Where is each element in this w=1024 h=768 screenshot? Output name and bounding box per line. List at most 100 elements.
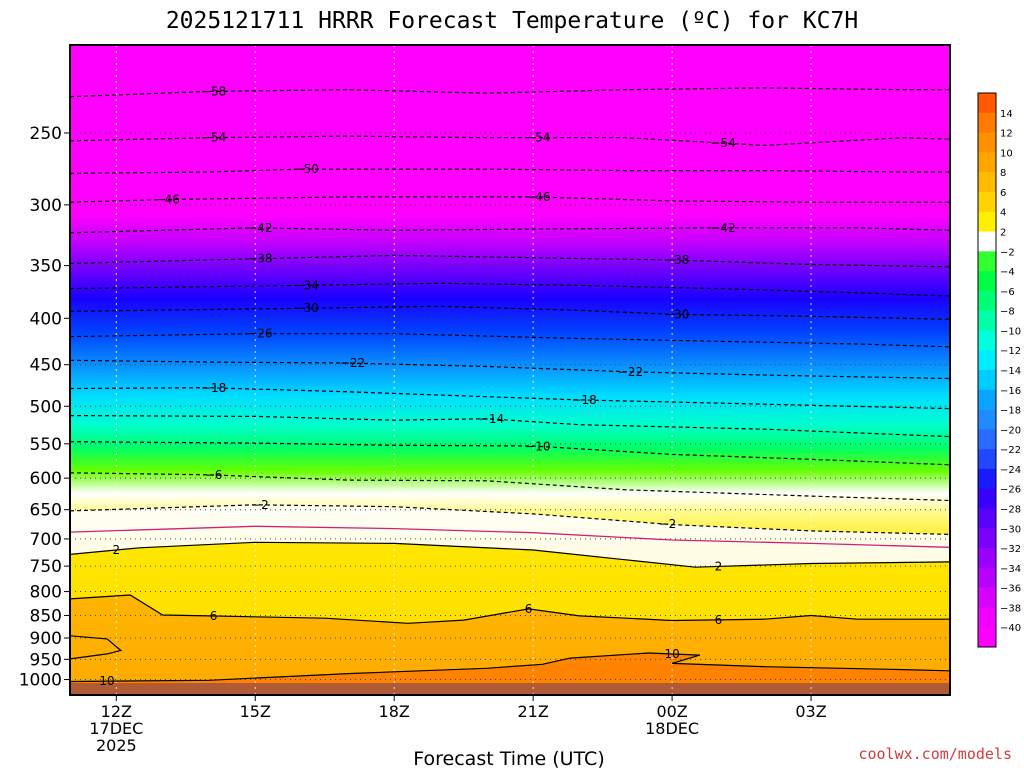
contour-label: 2 <box>112 543 120 557</box>
colorbar-label: −30 <box>1000 524 1021 535</box>
y-tick-label: 900 <box>30 629 62 649</box>
x-tick-label: 17DEC <box>89 719 143 738</box>
colorbar-label: 8 <box>1000 168 1006 179</box>
colorbar-swatch <box>978 290 996 311</box>
colorbar-label: −10 <box>1000 326 1021 337</box>
colorbar-swatch <box>978 607 996 628</box>
y-tick-label: 1000 <box>19 671 62 691</box>
contour-line <box>70 441 950 466</box>
colorbar-label: 12 <box>1000 129 1013 140</box>
colorbar-label: −20 <box>1000 425 1021 436</box>
y-tick-label: 550 <box>30 435 62 455</box>
contour-line <box>70 635 123 660</box>
contour-label: 6 <box>210 609 218 623</box>
colorbar-label: −26 <box>1000 485 1021 496</box>
y-tick-label: 500 <box>30 397 62 417</box>
contour-line <box>70 594 950 624</box>
colorbar-label: −22 <box>1000 445 1021 456</box>
colorbar-swatch <box>978 211 996 232</box>
colorbar-swatch <box>978 310 996 331</box>
colorbar-swatch <box>978 468 996 490</box>
colorbar-swatch <box>978 548 996 569</box>
colorbar-swatch <box>978 231 996 252</box>
contour-label: −46 <box>155 192 180 206</box>
contour-label: −54 <box>710 136 735 150</box>
temperature-band <box>70 504 950 548</box>
x-tick-label: 2025 <box>96 736 137 755</box>
y-tick-label: 600 <box>30 469 62 489</box>
colorbar: 14 12 10 8 6 4 2 −2 −4 −6 −8 −10 −12 −14 −16 −18 −20 −22 −… <box>977 92 1021 648</box>
contour-line <box>70 541 950 568</box>
contour-label: −54 <box>525 131 550 145</box>
x-tick-label: 12Z <box>101 702 132 721</box>
colorbar-swatch <box>978 409 996 430</box>
colorbar-swatch <box>978 93 996 114</box>
contour-label: 6 <box>525 602 533 616</box>
colorbar-swatch <box>978 350 996 371</box>
colorbar-swatch <box>978 112 996 133</box>
contour-line <box>70 415 950 438</box>
colorbar-swatch <box>978 370 996 391</box>
colorbar-label: 14 <box>1000 109 1013 120</box>
colorbar-swatch <box>978 330 996 351</box>
colorbar-label: −38 <box>1000 603 1021 614</box>
y-tick-label: 350 <box>30 257 62 277</box>
colorbar-label: −28 <box>1000 505 1021 516</box>
colorbar-label: 4 <box>1000 208 1006 219</box>
contour-line <box>70 333 950 348</box>
contour-line <box>70 387 950 410</box>
colorbar-label: −34 <box>1000 564 1021 575</box>
colorbar-swatch <box>978 528 996 549</box>
y-tick-label: 450 <box>30 356 62 376</box>
contour-label: −26 <box>247 327 272 341</box>
colorbar-swatch <box>978 567 996 588</box>
x-tick-label: 21Z <box>517 702 548 721</box>
colorbar-label: −18 <box>1000 406 1021 417</box>
x-axis-label: Forecast Time (UTC) <box>413 748 604 768</box>
contour-label: 2 <box>715 559 723 573</box>
colorbar-swatch <box>978 172 996 193</box>
contour-line <box>70 652 950 683</box>
chart-title: 2025121711 HRRR Forecast Temperature (ºC… <box>166 8 858 34</box>
colorbar-swatch <box>978 191 996 213</box>
colorbar-label: −6 <box>1000 287 1015 298</box>
contour-label: −46 <box>525 190 550 204</box>
y-tick-label: 950 <box>30 650 62 670</box>
contour-label: 6 <box>715 613 723 627</box>
contour-label: −38 <box>247 252 272 266</box>
colorbar-swatch <box>978 152 996 173</box>
y-tick-label: 750 <box>30 557 62 577</box>
temperature-band <box>70 542 950 624</box>
contour-label: −34 <box>294 278 319 292</box>
contour-label: −38 <box>664 253 689 267</box>
contour-line <box>70 305 950 320</box>
plot-area: −58 −54 −54 −54 −50 −46 −46 −42 −42 −38 −38 −34 −30 −… <box>70 45 950 695</box>
y-tick-label: 250 <box>30 124 62 144</box>
y-tick-label: 650 <box>30 501 62 521</box>
ground-layer <box>70 683 950 695</box>
colorbar-swatch <box>978 251 996 272</box>
contour-label: −22 <box>618 365 643 379</box>
colorbar-label: −12 <box>1000 346 1021 357</box>
plot-frame <box>69 44 951 696</box>
contour-label: −2 <box>659 517 677 531</box>
x-tick-label: 00Z <box>656 702 687 721</box>
colorbar-label: −16 <box>1000 386 1021 397</box>
contour-label: −6 <box>205 468 223 482</box>
colorbar-label: 6 <box>1000 188 1006 199</box>
contour-label: 10 <box>664 647 679 661</box>
contour-line <box>70 504 950 535</box>
y-tick-label: 400 <box>30 309 62 329</box>
y-tick-label: 800 <box>30 583 62 603</box>
contour-label: −42 <box>710 221 735 235</box>
colorbar-swatch <box>978 587 996 608</box>
colorbar-swatch <box>978 449 996 470</box>
contour-label: −14 <box>479 412 504 426</box>
colorbar-swatch <box>978 508 996 529</box>
colorbar-label: −14 <box>1000 366 1021 377</box>
contour-line <box>70 87 950 98</box>
contour-line <box>70 254 950 268</box>
contour-line <box>70 168 950 174</box>
colorbar-label: −4 <box>1000 267 1015 278</box>
